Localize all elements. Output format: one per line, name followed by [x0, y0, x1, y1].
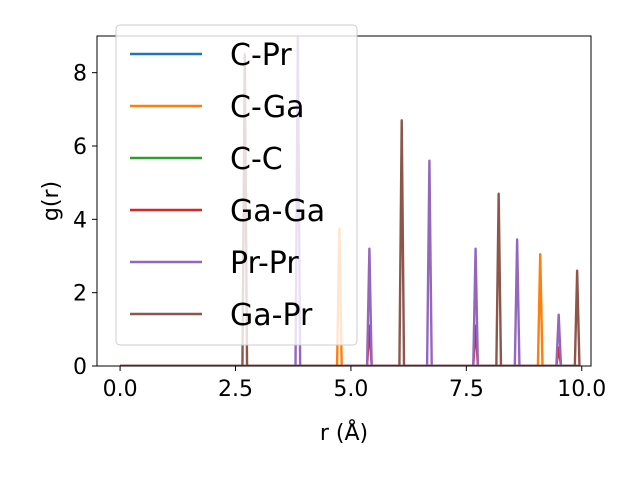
x-axis-label: r (Å) [320, 419, 368, 446]
x-tick-label: 10.0 [557, 377, 606, 402]
legend: C-Pr C-Ga C-C Ga-Ga Pr-Pr Ga-Pr [115, 24, 358, 346]
legend-label: C-Pr [230, 38, 292, 73]
y-tick-label: 4 [73, 208, 87, 233]
x-tick-label: 0.0 [103, 377, 138, 402]
y-tick-label: 2 [73, 282, 87, 307]
y-tick-label: 8 [73, 62, 87, 87]
legend-label: Pr-Pr [230, 246, 299, 281]
x-tick-label: 2.5 [218, 377, 253, 402]
x-tick-label: 5.0 [333, 377, 368, 402]
legend-box [115, 24, 358, 346]
legend-label: Ga-Ga [230, 194, 325, 229]
legend-label: C-Ga [230, 90, 305, 125]
y-axis-label: g(r) [39, 181, 64, 221]
y-tick-label: 6 [73, 135, 87, 160]
x-tick-label: 7.5 [449, 377, 484, 402]
x-axis-ticks: 0.0 2.5 5.0 7.5 10.0 [103, 366, 606, 402]
y-tick-label: 0 [73, 355, 87, 380]
y-axis-ticks: 0 2 4 6 8 [73, 62, 97, 380]
legend-label: Ga-Pr [230, 298, 313, 333]
legend-label: C-C [230, 142, 283, 177]
